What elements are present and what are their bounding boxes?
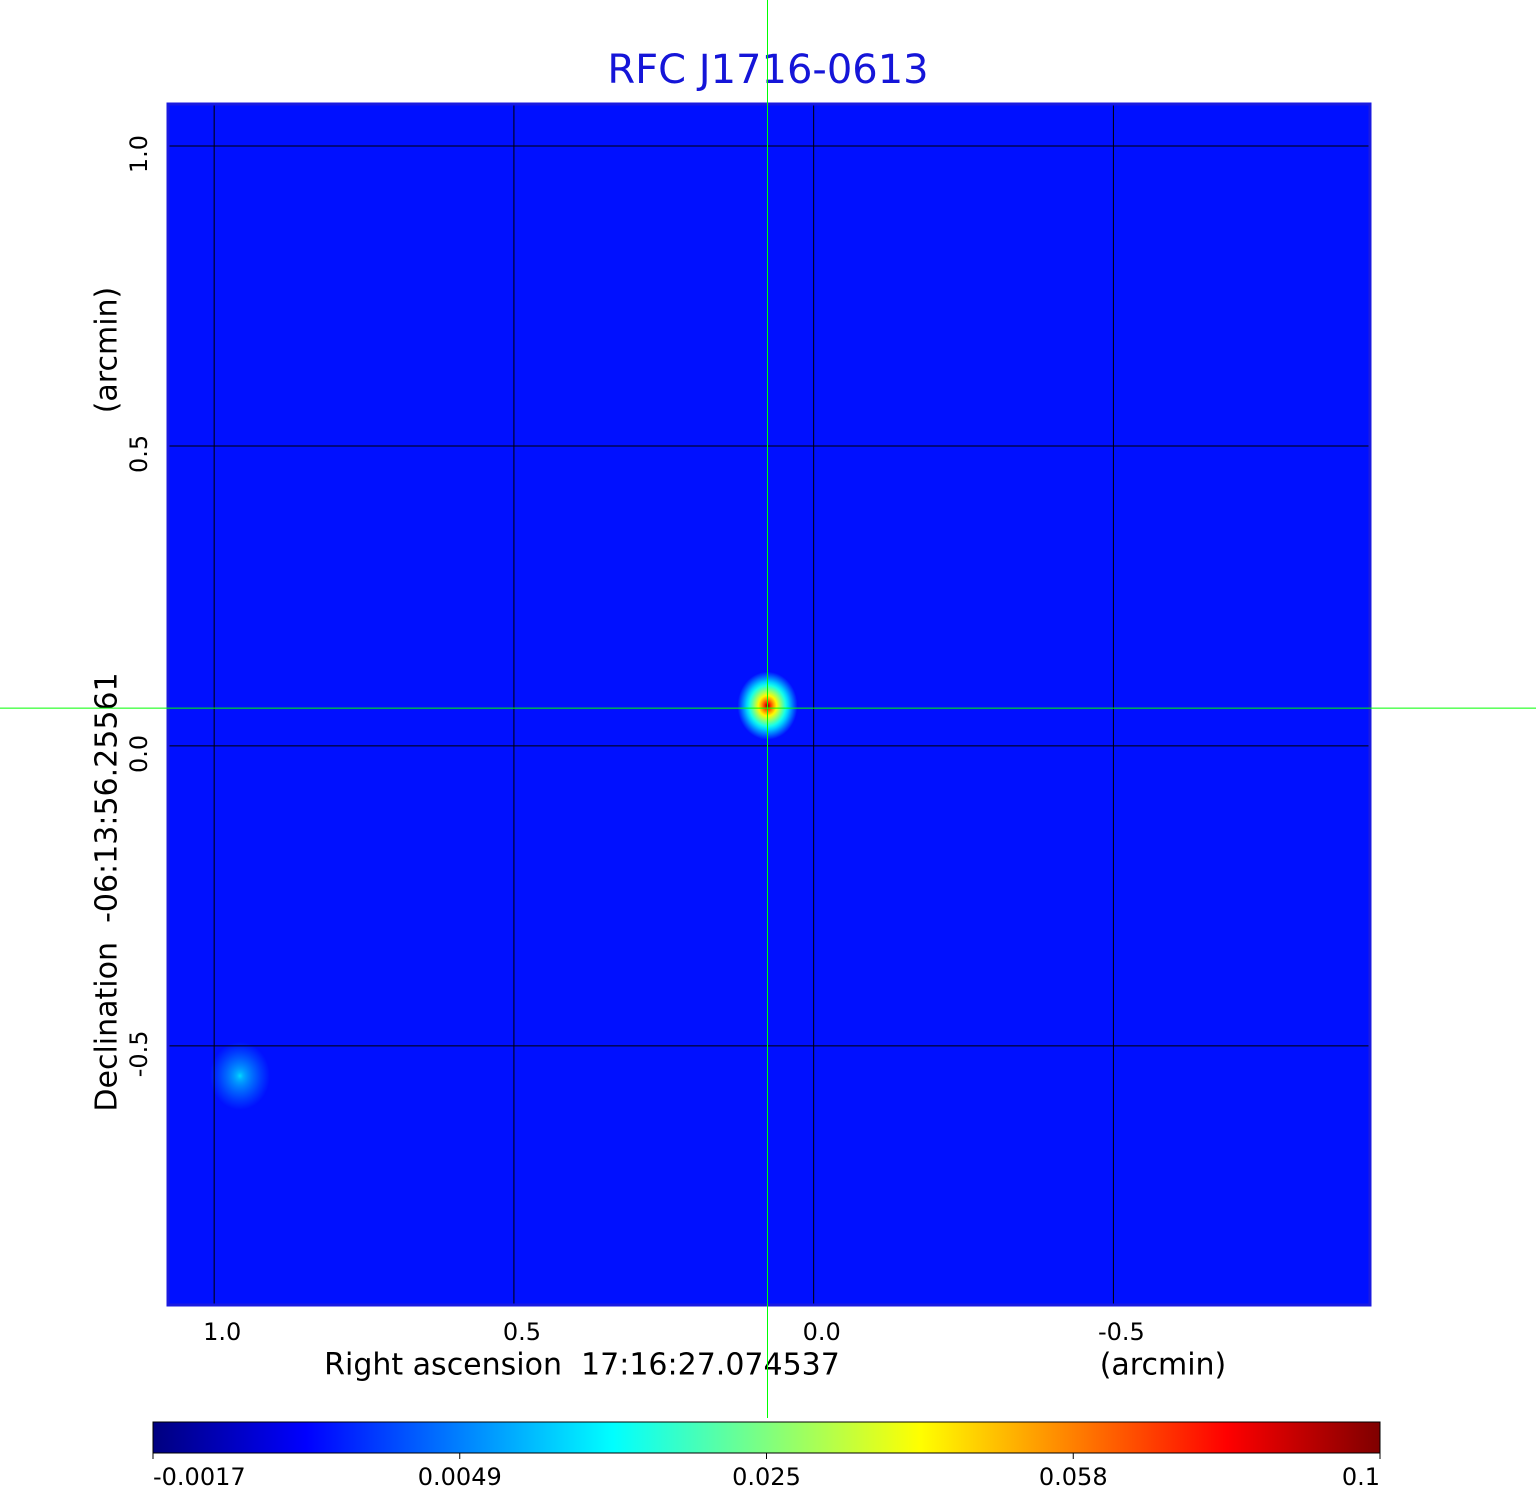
colorbar-tick-label: 0.0049 — [418, 1463, 502, 1491]
y-axis-unit: (arcmin) — [90, 287, 125, 414]
y-tick-label: 0.0 — [125, 735, 153, 773]
colorbar-tick-label: -0.0017 — [153, 1463, 246, 1491]
colorbar-tick-label: 0.058 — [1039, 1463, 1108, 1491]
x-axis-unit: (arcmin) — [1100, 1348, 1227, 1383]
colorbar-tick-label: 0.025 — [732, 1463, 801, 1491]
y-axis-label: Declination -06:13:56.25561 — [90, 672, 125, 1111]
x-tick-label: -0.5 — [1098, 1318, 1145, 1346]
x-axis-label: Right ascension 17:16:27.074537 — [324, 1348, 840, 1383]
plot-frame — [166, 102, 1372, 1307]
x-tick-label: 0.0 — [803, 1318, 841, 1346]
y-tick-label: 1.0 — [125, 135, 153, 173]
x-tick-label: 0.5 — [503, 1318, 541, 1346]
colorbar — [152, 1421, 1381, 1454]
y-tick-label: -0.5 — [125, 1030, 153, 1077]
x-tick-label: 1.0 — [203, 1318, 241, 1346]
source — [209, 1041, 270, 1110]
y-tick-label: 0.5 — [125, 435, 153, 473]
colorbar-tick-label: 0.1 — [1342, 1463, 1380, 1491]
